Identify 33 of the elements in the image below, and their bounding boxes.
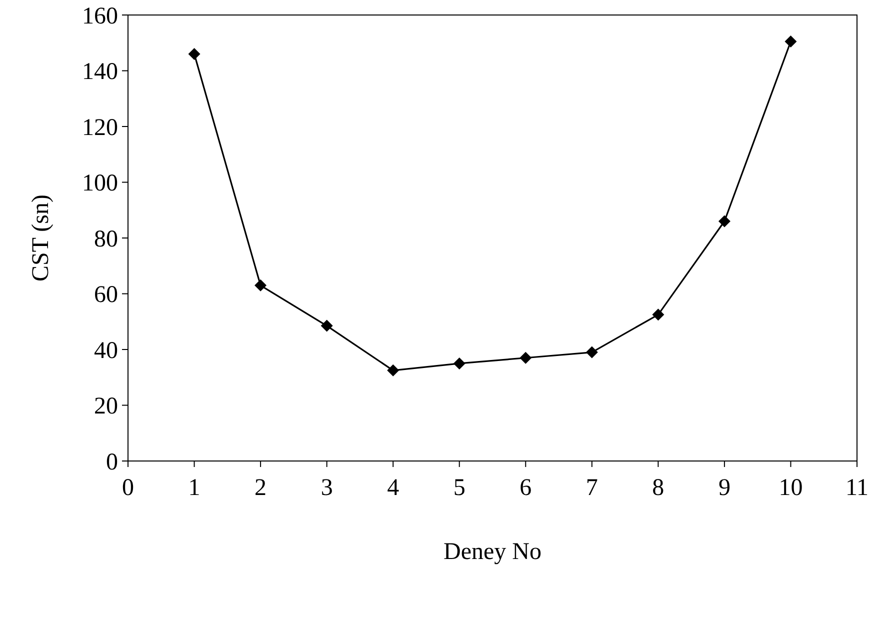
y-tick-label: 120	[82, 114, 118, 141]
y-tick-label: 160	[82, 3, 118, 30]
x-tick-label: 8	[652, 475, 664, 501]
point	[320, 320, 333, 332]
y-tick-label: 80	[94, 226, 118, 252]
x-tick-label: 0	[122, 475, 134, 501]
point	[188, 48, 200, 60]
y-tick-label: 0	[106, 449, 118, 476]
x-tick-label: 10	[778, 475, 803, 501]
point	[652, 308, 664, 321]
point	[586, 346, 598, 358]
y-tick-label: 140	[82, 59, 118, 86]
x-tick-label: 2	[254, 475, 267, 501]
y-axis-title: CST (sn)	[28, 194, 54, 282]
point	[254, 279, 267, 292]
y-tick-label: 100	[82, 170, 118, 197]
x-tick-label: 1	[188, 475, 200, 501]
y-tick-label: 60	[94, 282, 118, 308]
x-tick-label: 7	[586, 475, 598, 501]
point	[784, 35, 797, 48]
y-tick-label: 20	[94, 394, 118, 420]
y-tick-label: 40	[94, 338, 118, 364]
point	[520, 352, 532, 364]
x-axis-title: Deney No	[444, 539, 542, 565]
point	[718, 215, 730, 228]
point	[453, 357, 466, 370]
point	[387, 364, 400, 376]
x-tick-label: 6	[520, 475, 532, 501]
x-tick-label: 11	[845, 475, 869, 501]
x-tick-label: 5	[453, 475, 466, 501]
x-tick-label: 3	[320, 475, 333, 501]
x-tick-label: 4	[387, 475, 400, 501]
x-tick-label: 9	[718, 475, 730, 501]
